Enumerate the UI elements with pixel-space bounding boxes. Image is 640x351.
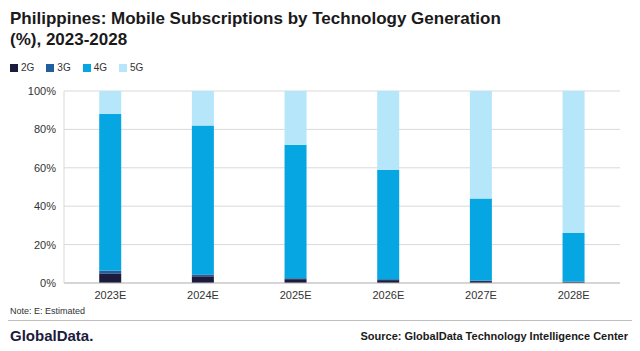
html-text:Note: E: Estimated: Note: E: Estimated (10, 306, 85, 316)
html-text:3G: 3G (57, 62, 71, 73)
svg-text:40%: 40% (34, 200, 56, 212)
svg-text:2024E: 2024E (187, 289, 219, 301)
html-text:2G: 2G (21, 62, 35, 73)
svg-text:2025E: 2025E (280, 289, 312, 301)
html-text:GlobalData.: GlobalData. (10, 327, 94, 344)
html-text:Source: GlobalData Technology: Source: GlobalData Technology Intelligen… (360, 330, 628, 342)
svg-text:60%: 60% (34, 162, 56, 174)
html-text:Philippines: Mobile Subscripti: Philippines: Mobile Subscriptions by Tec… (10, 9, 501, 49)
svg-text:2023E: 2023E (94, 289, 126, 301)
svg-text:0%: 0% (40, 277, 56, 289)
svg-text:100%: 100% (28, 85, 56, 97)
html-text:4G: 4G (93, 62, 107, 73)
html-text:5G: 5G (130, 62, 144, 73)
svg-text:2028E: 2028E (558, 289, 590, 301)
svg-text:2027E: 2027E (465, 289, 497, 301)
svg-text:80%: 80% (34, 123, 56, 135)
svg-text:20%: 20% (34, 239, 56, 251)
svg-text:2026E: 2026E (372, 289, 404, 301)
